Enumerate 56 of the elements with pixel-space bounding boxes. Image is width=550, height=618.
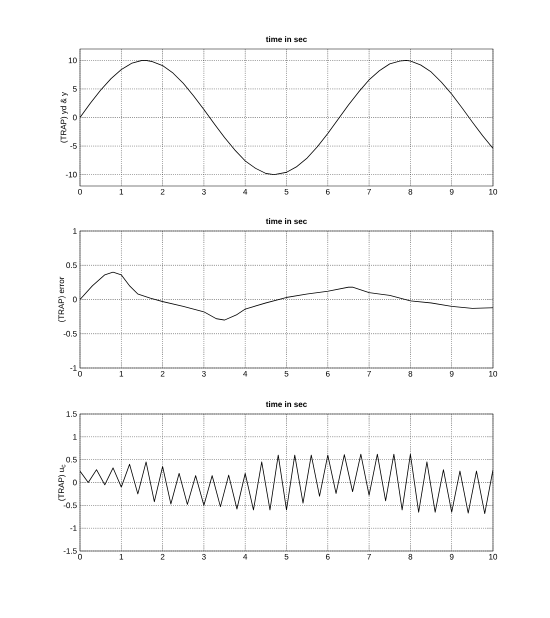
y-tick-label: -10 xyxy=(66,172,77,178)
x-tick-label: 5 xyxy=(284,188,288,195)
x-tick-label: 4 xyxy=(243,554,248,560)
x-tick-label: 7 xyxy=(367,370,371,376)
y-tick-label: 10 xyxy=(68,58,77,64)
y-tick-label: -5 xyxy=(70,143,77,149)
y-axis-title: (TRAP) yd & y xyxy=(60,92,68,143)
y-tick-label: 0.5 xyxy=(66,262,77,268)
x-tick-label: 5 xyxy=(284,554,288,560)
chart-title: time in sec xyxy=(266,401,307,408)
x-tick-label: 1 xyxy=(120,554,124,560)
y-axis-title: (TRAP) error xyxy=(58,276,66,322)
x-tick-label: 0 xyxy=(78,370,82,377)
chart-title: time in sec xyxy=(266,218,307,224)
y-tick-label: 0 xyxy=(72,480,77,486)
y-tick-label: 1 xyxy=(73,434,77,440)
x-tick-label: 7 xyxy=(367,188,371,194)
y-tick-label: 0 xyxy=(72,296,77,302)
x-tick-label: 9 xyxy=(450,370,454,377)
chart-title: time in sec xyxy=(266,36,307,42)
y-tick-label: -0.5 xyxy=(64,502,77,508)
x-tick-label: 4 xyxy=(243,188,248,194)
y-tick-label: 1 xyxy=(73,228,77,234)
y-tick-label: 5 xyxy=(72,86,77,92)
x-tick-label: 0 xyxy=(78,188,82,195)
y-tick-label: -1.5 xyxy=(64,548,77,554)
y-tick-label: 0 xyxy=(72,114,77,120)
x-tick-label: 10 xyxy=(489,554,498,560)
y-tick-label: -1 xyxy=(70,525,77,531)
x-tick-label: 9 xyxy=(450,554,454,560)
x-tick-label: 1 xyxy=(120,188,124,194)
x-tick-label: 8 xyxy=(408,554,412,560)
x-tick-label: 1 xyxy=(120,370,124,376)
x-tick-label: 6 xyxy=(326,188,330,195)
x-tick-label: 4 xyxy=(243,370,248,376)
x-tick-label: 2 xyxy=(160,188,164,195)
x-tick-label: 7 xyxy=(367,554,371,560)
x-tick-label: 5 xyxy=(284,370,288,377)
y-tick-label: -0.5 xyxy=(64,330,77,337)
y-tick-label: -1 xyxy=(70,365,77,371)
x-tick-label: 8 xyxy=(408,188,412,195)
x-tick-label: 6 xyxy=(326,370,330,377)
x-tick-label: 2 xyxy=(160,370,164,377)
y-tick-label: 0.5 xyxy=(66,456,77,463)
x-tick-label: 3 xyxy=(202,554,206,560)
y-axis-title: (TRAP) u$_{c}$ xyxy=(58,464,66,501)
x-tick-label: 3 xyxy=(202,370,206,377)
x-tick-label: 8 xyxy=(408,370,412,377)
y-tick-label: 1.5 xyxy=(66,411,77,417)
x-tick-label: 10 xyxy=(489,188,498,195)
x-tick-label: 0 xyxy=(78,554,82,560)
x-tick-label: 6 xyxy=(326,554,330,560)
x-tick-label: 9 xyxy=(450,188,454,195)
x-tick-label: 2 xyxy=(160,554,164,560)
x-tick-label: 10 xyxy=(489,370,498,377)
x-tick-label: 3 xyxy=(202,188,206,195)
